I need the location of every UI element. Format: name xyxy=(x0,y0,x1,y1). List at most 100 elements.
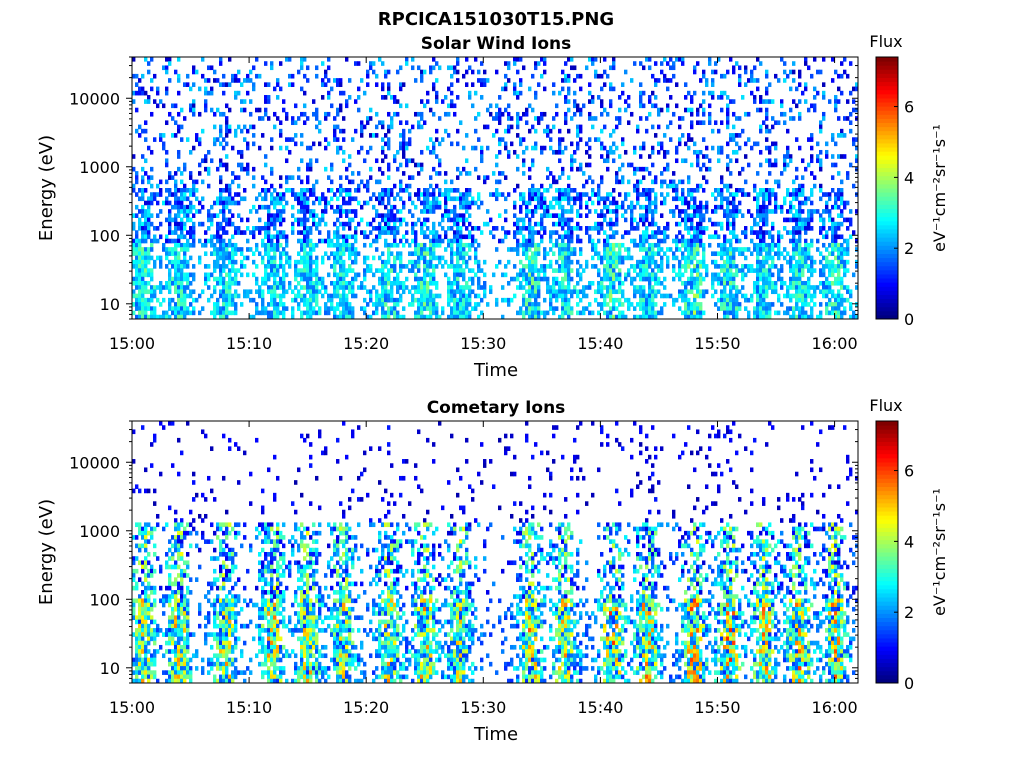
heatmap-cell xyxy=(774,158,778,164)
heatmap-cell xyxy=(531,314,535,320)
heatmap-cell xyxy=(228,57,232,62)
heatmap-cell xyxy=(771,289,775,295)
heatmap-cell xyxy=(594,69,598,75)
heatmap-cell xyxy=(354,238,358,244)
heatmap-cell xyxy=(168,251,172,257)
heatmap-cell xyxy=(498,179,502,185)
heatmap-cell xyxy=(666,149,670,155)
heatmap-cell xyxy=(681,217,685,223)
heatmap-cell xyxy=(567,86,571,92)
heatmap-cell xyxy=(552,82,556,87)
heatmap-cell xyxy=(603,145,607,151)
heatmap-cell xyxy=(396,302,400,307)
heatmap-cell xyxy=(330,166,334,172)
heatmap-cell xyxy=(309,247,313,252)
heatmap-cell xyxy=(231,264,235,269)
heatmap-cell xyxy=(663,238,667,244)
heatmap-cell xyxy=(147,95,151,100)
heatmap-cell xyxy=(696,158,700,164)
heatmap-cell xyxy=(303,268,307,273)
heatmap-cell xyxy=(693,230,697,235)
heatmap-cell xyxy=(594,192,598,197)
heatmap-cell xyxy=(618,204,622,210)
heatmap-cell xyxy=(348,268,352,273)
heatmap-cell xyxy=(138,264,142,269)
heatmap-cell xyxy=(396,310,400,316)
heatmap-cell xyxy=(345,200,349,206)
heatmap-cell xyxy=(219,280,223,286)
heatmap-cell xyxy=(183,276,187,282)
heatmap-cell xyxy=(240,217,244,223)
heatmap-cell xyxy=(654,230,658,235)
heatmap-cell xyxy=(291,137,295,142)
heatmap-cell xyxy=(369,264,373,269)
heatmap-cell xyxy=(393,230,397,235)
heatmap-cell xyxy=(732,69,736,75)
heatmap-cell xyxy=(684,297,688,303)
heatmap-cell xyxy=(258,293,262,299)
heatmap-cell xyxy=(453,314,457,320)
heatmap-cell xyxy=(345,221,349,227)
heatmap-cell xyxy=(696,302,700,307)
heatmap-cell xyxy=(426,293,430,299)
heatmap-cell xyxy=(687,133,691,138)
heatmap-cell xyxy=(177,293,181,299)
heatmap-cell xyxy=(255,306,259,311)
heatmap-cell xyxy=(720,242,724,248)
heatmap-cell xyxy=(603,302,607,307)
heatmap-cell xyxy=(663,78,667,83)
heatmap-cell xyxy=(273,272,277,278)
heatmap-cell xyxy=(141,280,145,286)
heatmap-cell xyxy=(699,217,703,223)
heatmap-cell xyxy=(291,188,295,193)
heatmap-cell xyxy=(681,238,685,244)
heatmap-cell xyxy=(429,276,433,282)
heatmap-cell xyxy=(336,293,340,299)
heatmap-cell xyxy=(198,221,202,227)
heatmap-cell xyxy=(576,166,580,172)
heatmap-cell xyxy=(594,297,598,303)
heatmap-cell xyxy=(204,99,208,104)
heatmap-cell xyxy=(768,188,772,193)
heatmap-cell xyxy=(783,310,787,316)
heatmap-cell xyxy=(339,285,343,290)
heatmap-cell xyxy=(246,255,250,261)
heatmap-cell xyxy=(339,192,343,197)
heatmap-cell xyxy=(276,230,280,235)
heatmap-cell xyxy=(147,175,151,180)
heatmap-cell xyxy=(426,297,430,303)
heatmap-cell xyxy=(411,251,415,257)
heatmap-cell xyxy=(597,226,601,231)
heatmap-cell xyxy=(261,196,265,202)
heatmap-cell xyxy=(453,221,457,227)
heatmap-cell xyxy=(396,217,400,223)
heatmap-cell xyxy=(558,204,562,210)
heatmap-cell xyxy=(606,221,610,227)
heatmap-cell xyxy=(699,78,703,83)
heatmap-cell xyxy=(366,264,370,269)
heatmap-cell xyxy=(726,209,730,214)
heatmap-cell xyxy=(405,188,409,193)
heatmap-cell xyxy=(651,200,655,206)
heatmap-cell xyxy=(132,259,136,265)
heatmap-cell xyxy=(282,285,286,290)
heatmap-cell xyxy=(387,226,391,231)
heatmap-cell xyxy=(690,272,694,278)
heatmap-cell xyxy=(573,226,577,231)
heatmap-cell xyxy=(525,120,529,126)
heatmap-cell xyxy=(636,200,640,206)
heatmap-cell xyxy=(633,226,637,231)
heatmap-cell xyxy=(561,264,565,269)
heatmap-cell xyxy=(615,255,619,261)
heatmap-cell xyxy=(615,289,619,295)
heatmap-cell xyxy=(609,280,613,286)
heatmap-cell xyxy=(732,196,736,202)
heatmap-cell xyxy=(381,82,385,87)
heatmap-cell xyxy=(705,154,709,159)
heatmap-cell xyxy=(531,280,535,286)
heatmap-cell xyxy=(330,162,334,168)
heatmap-cell xyxy=(426,289,430,295)
heatmap-cell xyxy=(651,124,655,130)
heatmap-cell xyxy=(765,213,769,218)
heatmap-cell xyxy=(261,306,265,311)
